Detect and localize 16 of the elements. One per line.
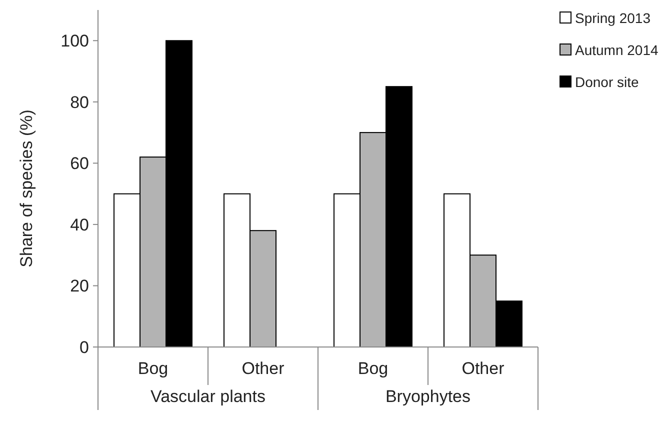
y-tick-label: 40 xyxy=(70,215,89,234)
text: Vascular plants xyxy=(150,387,266,406)
y-tick-label: 80 xyxy=(70,92,89,112)
legend-label: Donor site xyxy=(575,74,640,90)
x-tick-label: Other xyxy=(242,359,285,378)
y-tick-label: 60 xyxy=(70,154,89,174)
y-tick-label: 0 xyxy=(80,338,89,357)
legend-label: Spring 2013 xyxy=(575,10,651,26)
y-tick-label: 100 xyxy=(60,32,89,51)
legend-label: Autumn 2014 xyxy=(575,42,658,58)
x-tick-label: Bog xyxy=(358,359,388,378)
text: Bryophytes xyxy=(385,387,471,406)
y-tick-label: 20 xyxy=(70,276,89,296)
x-tick-label: Other xyxy=(462,359,505,378)
y-axis-title: Share of species (%) xyxy=(17,110,36,268)
x-tick-label: Bog xyxy=(138,359,168,378)
